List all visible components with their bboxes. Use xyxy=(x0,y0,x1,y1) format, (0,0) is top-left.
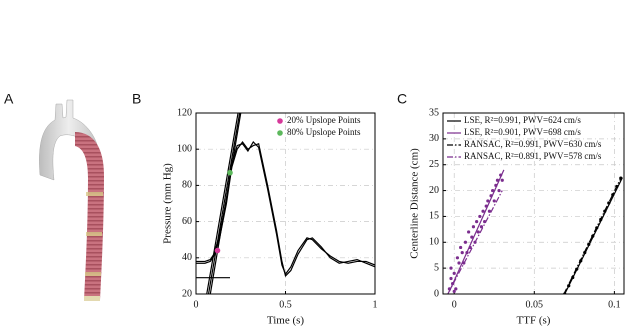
y-tick-label: 10 xyxy=(429,237,439,248)
point xyxy=(463,240,468,244)
fit-line xyxy=(563,177,622,294)
fit-line xyxy=(448,169,505,292)
legend-label: 20% Upslope Points xyxy=(287,115,361,125)
point xyxy=(491,188,495,193)
y-axis-label: Pressure (mm Hg) xyxy=(162,163,174,244)
panel-label: C xyxy=(397,91,407,107)
y-tick-label: 20 xyxy=(182,288,192,299)
aorta-image xyxy=(39,99,104,301)
point xyxy=(467,230,471,234)
y-tick-label: 35 xyxy=(429,107,439,118)
y-tick-label: 20 xyxy=(429,185,439,196)
point xyxy=(476,230,480,234)
y-tick-label: 5 xyxy=(434,262,439,273)
y-tick-label: 0 xyxy=(434,288,439,299)
legend-label: LSE, R²=0.991, PWV=624 cm/s xyxy=(464,115,581,125)
line xyxy=(206,113,239,294)
x-tick-label: 0 xyxy=(194,299,199,310)
point xyxy=(457,261,461,265)
point xyxy=(478,214,482,219)
point xyxy=(454,287,458,291)
y-tick-label: 60 xyxy=(182,216,192,227)
panel-label: B xyxy=(132,91,141,107)
legend-swatch xyxy=(277,118,283,124)
y-tick-label: 25 xyxy=(429,159,439,170)
legend-swatch xyxy=(277,130,283,136)
axes-frame xyxy=(442,112,625,295)
legend-label: RANSAC, R²=0.991, PWV=630 cm/s xyxy=(464,139,602,149)
fit-line xyxy=(564,177,623,294)
point xyxy=(481,209,485,213)
point xyxy=(471,225,476,229)
legend-label: RANSAC, R²=0.891, PWV=578 cm/s xyxy=(464,151,602,161)
plot-area xyxy=(447,169,623,294)
x-axis-label: TTF (s) xyxy=(517,315,551,327)
y-tick-label: 120 xyxy=(177,107,192,118)
point xyxy=(486,199,490,203)
y-axis-label: Centerline Distance (cm) xyxy=(409,148,421,259)
point xyxy=(475,220,479,224)
x-tick-label: 0 xyxy=(452,299,457,310)
panel-label: A xyxy=(4,91,14,107)
x-axis-label: Time (s) xyxy=(267,315,305,327)
point xyxy=(470,235,474,239)
point xyxy=(455,256,460,260)
y-tick-label: 15 xyxy=(429,211,439,222)
point xyxy=(487,209,492,213)
legend-label: 80% Upslope Points xyxy=(287,127,361,137)
point xyxy=(500,178,504,182)
point xyxy=(460,251,464,255)
point xyxy=(227,169,233,176)
y-tick-label: 40 xyxy=(182,252,192,263)
x-tick-label: 0.5 xyxy=(279,299,292,310)
x-tick-label: 0.05 xyxy=(526,299,544,310)
point xyxy=(497,188,501,193)
point xyxy=(492,199,496,203)
y-tick-label: 100 xyxy=(177,143,192,154)
point xyxy=(449,276,453,281)
line xyxy=(207,113,241,294)
plot-area xyxy=(196,113,375,294)
y-tick-label: 30 xyxy=(429,133,439,144)
point xyxy=(452,271,456,275)
point xyxy=(452,289,456,294)
point xyxy=(459,245,463,250)
line xyxy=(209,113,242,294)
y-tick-label: 80 xyxy=(182,180,192,191)
x-tick-label: 0.1 xyxy=(608,299,621,310)
x-tick-label: 1 xyxy=(373,299,378,310)
fit-line xyxy=(447,190,503,294)
point xyxy=(214,247,221,254)
axes-frame xyxy=(195,112,376,295)
legend-label: LSE, R²=0.901, PWV=698 cm/s xyxy=(464,127,581,137)
point xyxy=(449,266,453,270)
